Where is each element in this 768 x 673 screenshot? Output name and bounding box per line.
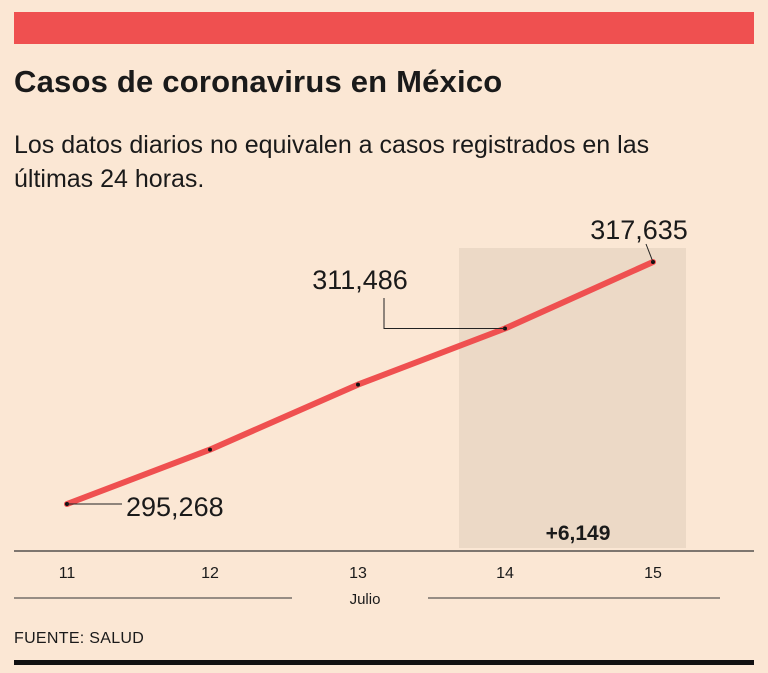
highlight-region <box>459 248 686 548</box>
x-tick-label: 15 <box>644 565 662 582</box>
data-label: 311,486 <box>312 265 408 295</box>
chart-subtitle: Los datos diarios no equivalen a casos r… <box>14 131 650 193</box>
bottom-rule <box>14 660 754 665</box>
x-axis-label: Julio <box>350 591 381 608</box>
x-tick-label: 14 <box>496 565 514 582</box>
data-label: 295,268 <box>126 492 224 522</box>
data-label-leader <box>383 298 505 330</box>
chart-title: Casos de coronavirus en México <box>14 64 503 99</box>
data-point <box>208 447 212 452</box>
highlight-annotation: +6,149 <box>546 522 611 545</box>
source-note: FUENTE: SALUD <box>14 630 145 647</box>
data-label: 317,635 <box>590 215 688 245</box>
x-tick-label: 12 <box>201 565 219 582</box>
x-tick-label: 11 <box>59 565 76 582</box>
top-accent-bar <box>14 12 754 44</box>
data-label-leader <box>645 243 654 263</box>
x-tick-label: 13 <box>349 565 367 582</box>
data-point <box>356 382 360 387</box>
